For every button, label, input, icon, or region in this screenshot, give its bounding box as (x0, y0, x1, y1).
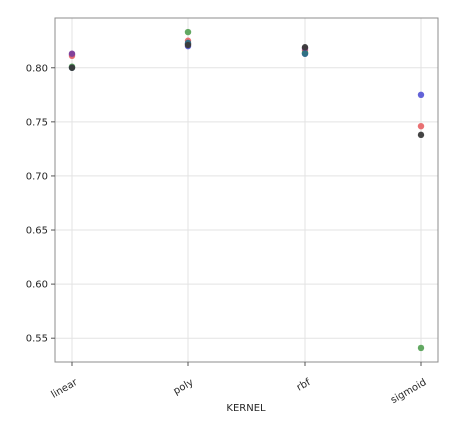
data-point (301, 44, 309, 51)
data-point (417, 131, 425, 139)
data-points (68, 28, 425, 352)
x-tick-label: poly (172, 377, 196, 397)
y-tick-label: 0.75 (26, 117, 48, 128)
data-point (184, 28, 192, 36)
grid-lines (55, 18, 438, 362)
y-tick-label: 0.55 (26, 334, 48, 345)
plot-frame (54, 17, 439, 363)
x-tick-label: linear (49, 377, 80, 401)
x-tick-label: rbf (295, 377, 313, 394)
x-axis-label: KERNEL (226, 403, 266, 414)
y-tick-label: 0.70 (26, 171, 48, 182)
x-tick-label: sigmoid (389, 377, 429, 406)
data-point (417, 91, 425, 99)
data-point (301, 50, 309, 57)
y-tick-label: 0.65 (26, 226, 48, 237)
data-point (417, 122, 425, 130)
data-point (68, 50, 76, 57)
y-tick-label: 0.80 (26, 63, 48, 74)
data-point (417, 344, 425, 352)
y-tick-label: 0.60 (26, 280, 48, 291)
plot-background (55, 18, 438, 362)
data-point (68, 64, 76, 71)
data-point (184, 41, 192, 49)
